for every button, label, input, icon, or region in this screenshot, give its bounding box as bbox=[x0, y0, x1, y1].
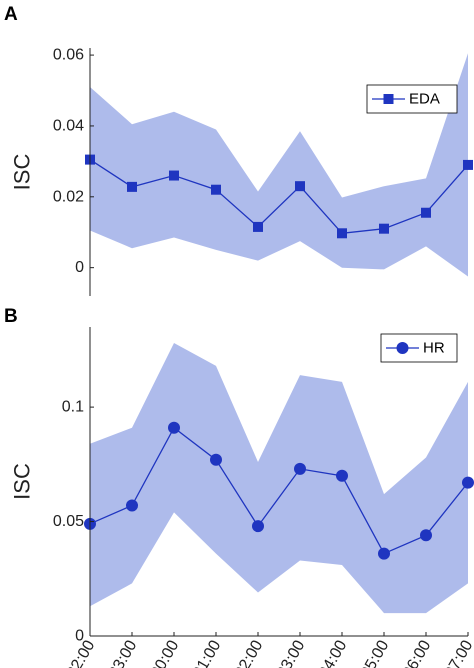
x-tick-label: 00:00 bbox=[148, 637, 183, 668]
panel-label: A bbox=[4, 4, 18, 25]
data-point bbox=[210, 453, 222, 466]
legend-marker bbox=[383, 94, 394, 104]
data-point bbox=[463, 159, 473, 170]
legend-label: EDA bbox=[409, 91, 440, 108]
legend: EDA bbox=[366, 84, 458, 114]
y-tick-label: 0 bbox=[75, 628, 84, 645]
legend-marker bbox=[396, 342, 409, 354]
data-point bbox=[378, 547, 390, 560]
confidence-band-hr bbox=[90, 343, 468, 614]
x-tick-label: 04:00 bbox=[316, 637, 351, 668]
legend-box bbox=[366, 84, 458, 114]
data-point bbox=[168, 421, 180, 434]
data-point bbox=[462, 476, 474, 489]
confidence-band-eda bbox=[90, 53, 468, 277]
x-tick-label: 01:00 bbox=[190, 637, 225, 668]
data-point bbox=[337, 228, 347, 239]
series-line-hr bbox=[89, 426, 469, 555]
y-tick-label: 0.02 bbox=[53, 188, 84, 205]
data-point bbox=[295, 181, 305, 192]
y-tick-label: 0.1 bbox=[62, 399, 84, 416]
x-tick-label: 05:00 bbox=[358, 637, 393, 668]
x-tick-label: 07:00 bbox=[442, 637, 474, 668]
y-tick-label: 0.05 bbox=[53, 513, 84, 530]
x-tick-label: 03:00 bbox=[274, 637, 309, 668]
series-line-eda bbox=[89, 159, 469, 234]
x-tick-label: 06:00 bbox=[400, 637, 435, 668]
data-point bbox=[126, 499, 138, 512]
data-point bbox=[253, 221, 263, 232]
data-point bbox=[211, 184, 221, 195]
y-tick-label: 0 bbox=[75, 259, 84, 276]
data-point bbox=[379, 223, 389, 234]
panel-label: B bbox=[4, 306, 18, 327]
x-tick-label: 02:00 bbox=[232, 637, 267, 668]
y-axis-label: ISC bbox=[10, 463, 35, 500]
y-tick-label: 0.04 bbox=[53, 117, 84, 134]
data-point bbox=[127, 181, 137, 192]
data-point bbox=[421, 207, 431, 218]
y-tick-label: 0.06 bbox=[53, 47, 84, 64]
legend: HR bbox=[380, 333, 458, 363]
data-point bbox=[294, 462, 306, 475]
data-point bbox=[252, 520, 264, 533]
data-point bbox=[169, 170, 179, 181]
x-tick-label: 23:00 bbox=[106, 637, 141, 668]
data-point bbox=[420, 529, 432, 542]
data-point bbox=[336, 469, 348, 482]
legend-label: HR bbox=[423, 340, 445, 357]
x-tick-label: 22:00 bbox=[64, 637, 99, 668]
y-axis-label: ISC bbox=[10, 154, 35, 191]
chart-panel-a: A ISC EDA 0 0.02 0.04 0.06 bbox=[4, 4, 473, 296]
